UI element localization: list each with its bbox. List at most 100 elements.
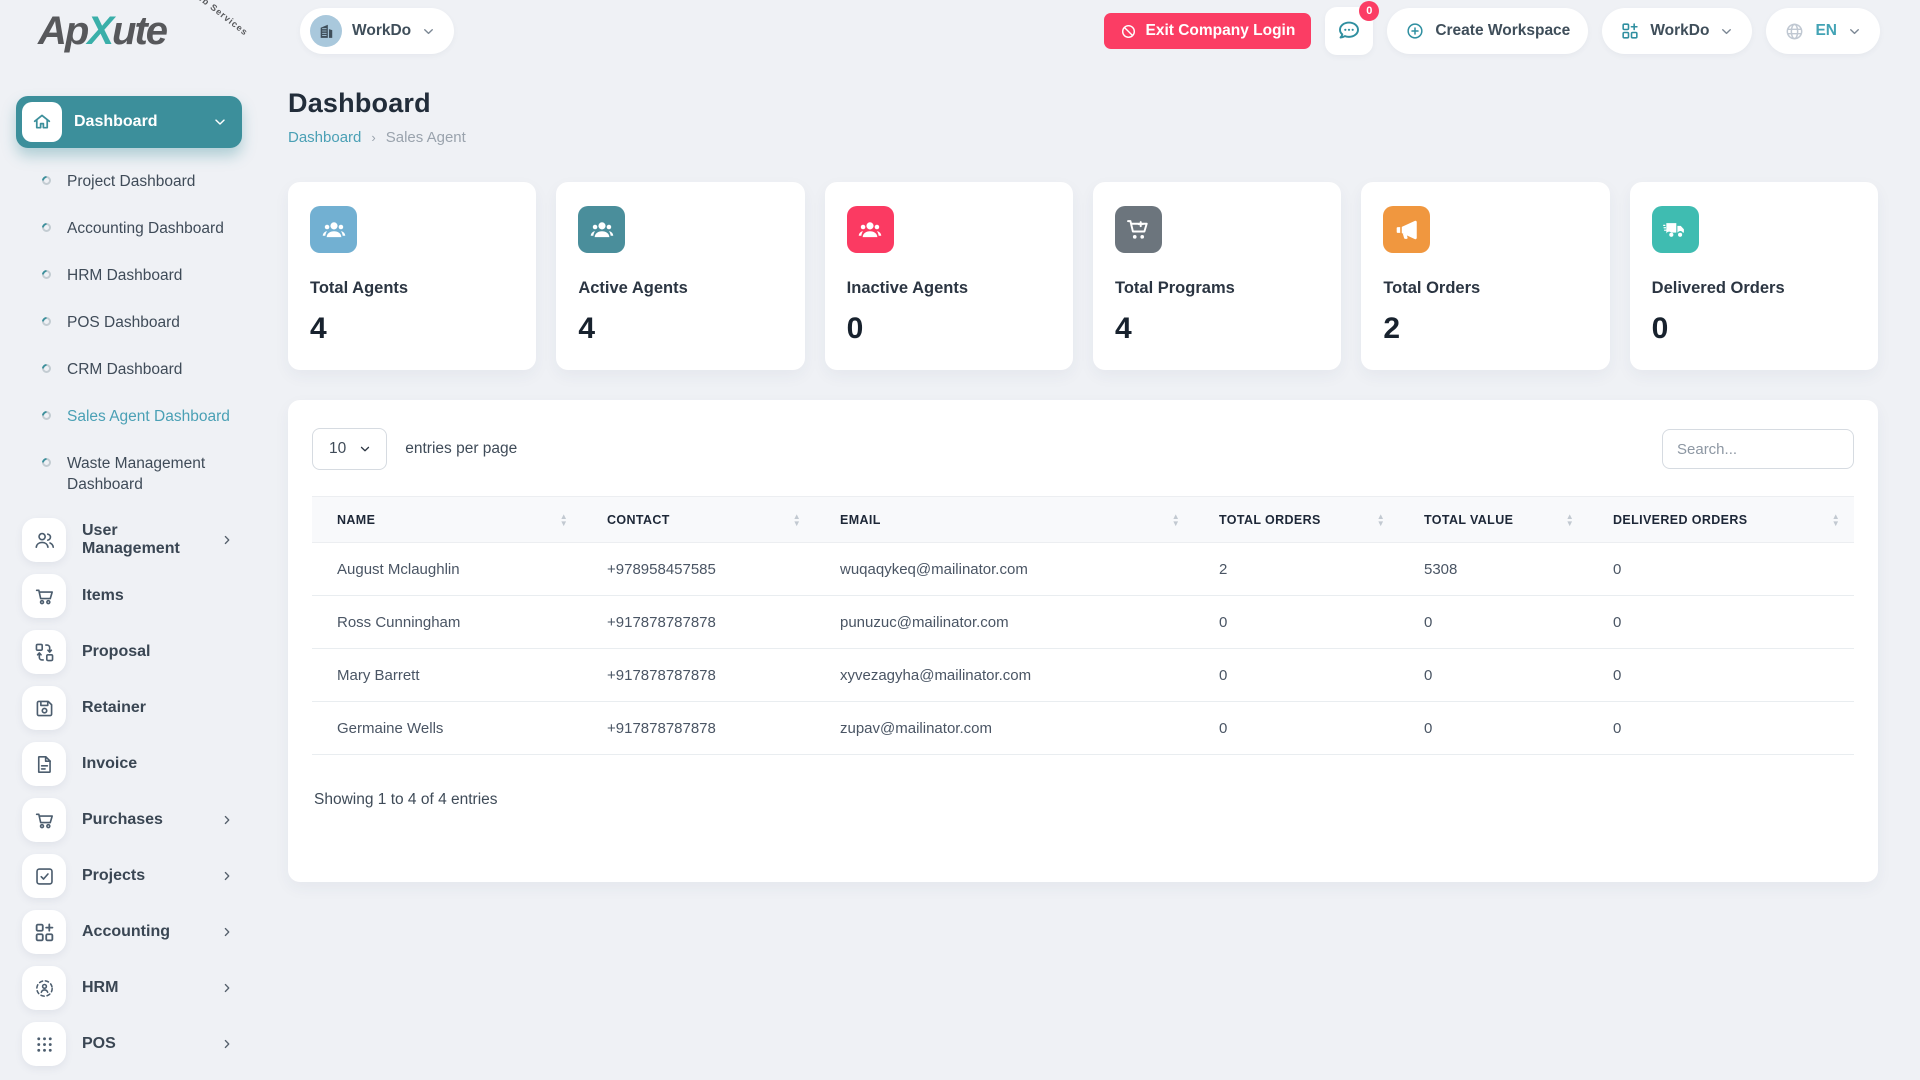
bullet-icon — [40, 174, 53, 187]
stat-value: 4 — [1114, 312, 1132, 345]
floppy-icon — [22, 686, 66, 730]
dashboard-subnav: Project Dashboard Accounting Dashboard H… — [16, 148, 242, 512]
cell-contact: +978958457585 — [582, 542, 815, 596]
column-header-total-orders[interactable]: TOTAL ORDERS ▲ ▼ — [1194, 496, 1399, 543]
chevron-down-icon — [421, 24, 436, 39]
cell-delivered-orders: 0 — [1588, 542, 1854, 596]
company-menu[interactable]: WorkDo — [1602, 8, 1753, 54]
stat-card-active-agents: Active Agents 4 — [556, 182, 805, 370]
stat-value: 0 — [1651, 312, 1669, 345]
sort-icon: ▲ ▼ — [559, 511, 568, 528]
sidebar-item-retainer[interactable]: Retainer — [16, 680, 242, 736]
cell-email: zupav@mailinator.com — [815, 701, 1194, 755]
column-header-name[interactable]: NAME ▲ ▼ — [312, 496, 582, 543]
document-icon — [22, 742, 66, 786]
column-header-total-value[interactable]: TOTAL VALUE ▲ ▼ — [1399, 496, 1588, 543]
stat-label: Active Agents — [578, 279, 688, 297]
plus-circle-icon — [1405, 21, 1425, 41]
stat-value: 2 — [1383, 312, 1401, 345]
sidebar-item-projects[interactable]: Projects — [16, 848, 242, 904]
sidebar-item-accounting[interactable]: Accounting — [16, 904, 242, 960]
truck-icon — [1651, 206, 1699, 253]
stat-label: Delivered Orders — [1651, 279, 1785, 297]
users-icon — [846, 206, 894, 253]
table-header-row: NAME ▲ ▼ CONTACT ▲ ▼ EMAIL ▲ ▼ TOTAL ORDERS ▲ ▼ … — [312, 496, 1854, 543]
cart-icon — [22, 798, 66, 842]
cell-email: xyvezagyha@mailinator.com — [815, 648, 1194, 702]
entries-per-page-label: entries per page — [405, 440, 518, 457]
create-workspace-button[interactable]: Create Workspace — [1387, 8, 1589, 54]
sidebar-item-items[interactable]: Items — [16, 568, 242, 624]
search-input[interactable] — [1662, 429, 1854, 469]
column-header-contact[interactable]: CONTACT ▲ ▼ — [582, 496, 815, 543]
breadcrumb-dashboard-link[interactable]: Dashboard — [288, 129, 362, 146]
sidebar-group-label: Dashboard — [74, 113, 158, 130]
stat-card-total-programs: Total Programs 4 — [1092, 182, 1342, 370]
stat-value: 0 — [846, 312, 864, 345]
ban-icon — [1120, 23, 1137, 40]
sidebar-item-sales-agent-dashboard[interactable]: Sales Agent Dashboard — [16, 393, 242, 440]
bullet-icon — [40, 221, 53, 234]
cell-contact: +917878787878 — [582, 701, 815, 755]
stat-value: 4 — [310, 312, 327, 345]
sidebar-item-pos-dashboard[interactable]: POS Dashboard — [16, 299, 242, 346]
company-menu-label: WorkDo — [1650, 22, 1710, 39]
sidebar-item-pos[interactable]: POS — [16, 1016, 242, 1072]
bullet-icon — [40, 268, 53, 281]
topbar: ApXute Web Services WorkDo Exit Company … — [0, 0, 1920, 62]
messages-button[interactable]: 0 — [1325, 1, 1380, 55]
bullet-icon — [40, 362, 53, 375]
grid-plus-icon — [22, 910, 66, 954]
table-row: Ross Cunningham +917878787878 punuzuc@ma… — [312, 595, 1854, 649]
sidebar-item-waste-management-dashboard[interactable]: Waste Management Dashboard — [16, 440, 242, 508]
chevron-down-icon — [358, 442, 372, 456]
sidebar-item-accounting-dashboard[interactable]: Accounting Dashboard — [16, 205, 242, 252]
cart-icon — [22, 574, 66, 618]
cell-total-orders: 0 — [1194, 648, 1399, 702]
cell-email: wuqaqykeq@mailinator.com — [815, 542, 1194, 596]
table-summary: Showing 1 to 4 of 4 entries — [314, 791, 498, 808]
main-content: Dashboard Dashboard › Sales Agent Total … — [258, 62, 1920, 1080]
check-square-icon — [22, 854, 66, 898]
cell-contact: +917878787878 — [582, 595, 815, 649]
breadcrumb-separator: › — [371, 130, 376, 145]
dots-grid-icon — [22, 1022, 66, 1066]
workspace-switcher[interactable]: WorkDo — [300, 8, 455, 54]
sort-icon: ▲ ▼ — [792, 511, 801, 528]
brand-logo[interactable]: ApXute Web Services — [38, 0, 250, 57]
language-selector[interactable]: EN — [1766, 8, 1880, 54]
sidebar-item-proposal[interactable]: Proposal — [16, 624, 242, 680]
sidebar-item-hrm[interactable]: HRM — [16, 960, 242, 1016]
workspace-label: WorkDo — [352, 22, 412, 39]
person-dashed-icon — [22, 966, 66, 1010]
stat-card-total-agents: Total Agents 4 — [288, 182, 537, 370]
cell-total-value: 5308 — [1399, 542, 1588, 596]
cell-delivered-orders: 0 — [1588, 648, 1854, 702]
cell-delivered-orders: 0 — [1588, 595, 1854, 649]
table-row: Germaine Wells +917878787878 zupav@maili… — [312, 701, 1854, 755]
sidebar-item-project-dashboard[interactable]: Project Dashboard — [16, 158, 242, 205]
page-size-select[interactable]: 10 — [312, 428, 388, 470]
breadcrumb-current: Sales Agent — [385, 129, 466, 146]
stat-label: Total Orders — [1383, 279, 1481, 297]
logo-text-x: X — [87, 9, 114, 53]
chevron-down-icon — [1847, 24, 1862, 39]
sidebar-item-invoice[interactable]: Invoice — [16, 736, 242, 792]
chat-icon — [1336, 18, 1362, 44]
sidebar-item-crm-dashboard[interactable]: CRM Dashboard — [16, 346, 242, 393]
sort-icon: ▲ ▼ — [1831, 511, 1840, 528]
sidebar-item-purchases[interactable]: Purchases — [16, 792, 242, 848]
sidebar-main-nav: User Management Items Proposal Retainer … — [16, 512, 242, 1072]
stat-card-total-orders: Total Orders 2 — [1361, 182, 1610, 370]
chevron-right-icon — [220, 869, 234, 883]
cell-name: Mary Barrett — [312, 648, 582, 702]
sidebar-item-user-management[interactable]: User Management — [16, 512, 242, 568]
language-code: EN — [1815, 22, 1837, 39]
sidebar-item-hrm-dashboard[interactable]: HRM Dashboard — [16, 252, 242, 299]
bullet-icon — [40, 456, 53, 469]
column-header-delivered-orders[interactable]: DELIVERED ORDERS ▲ ▼ — [1588, 496, 1854, 543]
sidebar-item-dashboard[interactable]: Dashboard — [16, 96, 242, 148]
column-header-email[interactable]: EMAIL ▲ ▼ — [815, 496, 1194, 543]
exit-company-login-button[interactable]: Exit Company Login — [1104, 13, 1312, 49]
bullet-icon — [40, 315, 53, 328]
